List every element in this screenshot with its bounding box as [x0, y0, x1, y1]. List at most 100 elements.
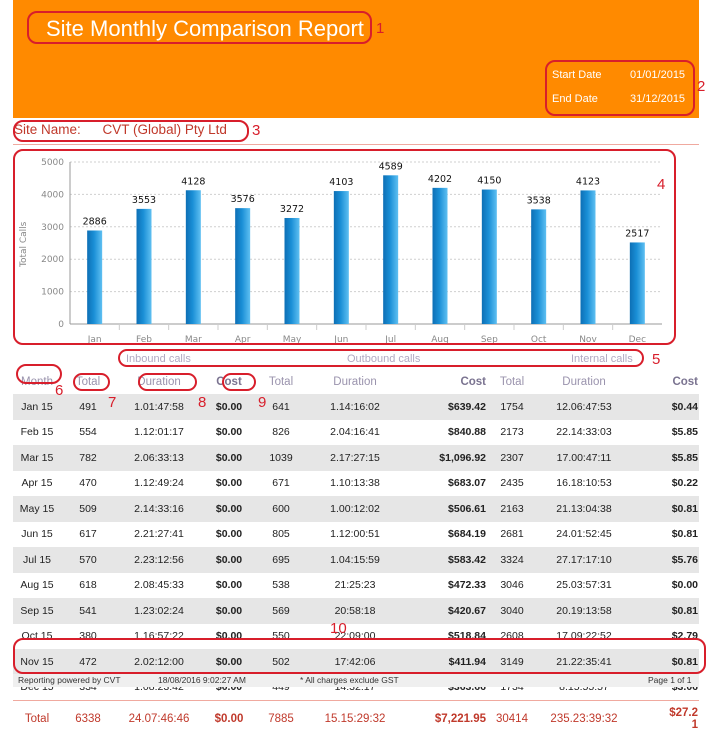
table-cell: 1.12:00:51 [307, 522, 403, 548]
table-cell: 20:58:18 [307, 598, 403, 624]
total-cell: 235.23:39:32 [537, 701, 631, 737]
table-cell: $0.81 [631, 496, 699, 522]
table-cell: 16.18:10:53 [537, 471, 631, 497]
table-cell: 2307 [487, 445, 537, 471]
table-cell: Jul 15 [13, 547, 61, 573]
table-cell: $1,096.92 [403, 445, 487, 471]
table-cell: $583.42 [403, 547, 487, 573]
annotation-number: 4 [657, 176, 665, 193]
table-cell: $0.00 [203, 420, 255, 446]
table-cell: 3046 [487, 573, 537, 599]
table-cell: 1.04:15:59 [307, 547, 403, 573]
table-cell: Apr 15 [13, 471, 61, 497]
table-cell: 1.00:12:02 [307, 496, 403, 522]
annotation-box-5 [118, 349, 644, 367]
annotation-box-2 [545, 60, 695, 116]
table-cell: Aug 15 [13, 573, 61, 599]
table-cell: 2.17:27:15 [307, 445, 403, 471]
annotation-number: 8 [198, 394, 206, 411]
table-cell: 470 [61, 471, 115, 497]
table-cell: $0.00 [203, 598, 255, 624]
column-header: Total [255, 370, 307, 394]
total-cell: 15.15:29:32 [307, 701, 403, 737]
report-footer: Reporting powered by CVT 18/08/2016 9:02… [13, 674, 699, 687]
table-cell: 570 [61, 547, 115, 573]
annotation-box-7 [73, 373, 110, 391]
column-header: Cost [403, 370, 487, 394]
table-cell: Jan 15 [13, 394, 61, 420]
table-cell: 538 [255, 573, 307, 599]
table-cell: $5.85 [631, 420, 699, 446]
table-cell: 2.08:45:33 [115, 573, 203, 599]
table-cell: $0.81 [631, 522, 699, 548]
annotation-number: 3 [252, 122, 260, 139]
table-cell: $420.67 [403, 598, 487, 624]
table-cell: 2.06:33:13 [115, 445, 203, 471]
table-cell: 695 [255, 547, 307, 573]
table-cell: 21.13:04:38 [537, 496, 631, 522]
annotation-number: 5 [652, 351, 660, 368]
table-cell: 21:25:23 [307, 573, 403, 599]
annotation-number: 7 [108, 394, 116, 411]
footer-powered-by: Reporting powered by CVT [18, 675, 121, 685]
annotation-box-8 [138, 373, 197, 391]
column-header: Duration [307, 370, 403, 394]
annotation-box-4 [13, 149, 676, 345]
table-cell: $0.00 [203, 496, 255, 522]
annotation-number: 1 [376, 20, 384, 37]
table-cell: Sep 15 [13, 598, 61, 624]
annotation-box-1 [27, 11, 372, 44]
table-cell: May 15 [13, 496, 61, 522]
table-cell: 618 [61, 573, 115, 599]
table-cell: 491 [61, 394, 115, 420]
total-cell: 6338 [61, 701, 115, 737]
total-cell: $7,221.95 [403, 701, 487, 737]
footer-printed-date: 18/08/2016 9:02:27 AM [158, 675, 246, 685]
table-cell: 25.03:57:31 [537, 573, 631, 599]
table-cell: 3324 [487, 547, 537, 573]
table-cell: 1754 [487, 394, 537, 420]
table-cell: Feb 15 [13, 420, 61, 446]
column-header: Duration [537, 370, 631, 394]
table-cell: 1.12:49:24 [115, 471, 203, 497]
total-cell: $27.2 1 [631, 701, 699, 737]
table-cell: $5.85 [631, 445, 699, 471]
table-cell: 2.04:16:41 [307, 420, 403, 446]
table-cell: 617 [61, 522, 115, 548]
footer-gst-note: * All charges exclude GST [300, 675, 399, 685]
table-cell: $0.00 [203, 394, 255, 420]
column-header: Total [487, 370, 537, 394]
table-cell: $472.33 [403, 573, 487, 599]
table-cell: 826 [255, 420, 307, 446]
table-cell: 20.19:13:58 [537, 598, 631, 624]
table-cell: 782 [61, 445, 115, 471]
table-cell: $840.88 [403, 420, 487, 446]
table-cell: $5.76 [631, 547, 699, 573]
table-cell: 600 [255, 496, 307, 522]
table-cell: $0.22 [631, 471, 699, 497]
annotation-box-10 [13, 638, 706, 674]
total-cell: 7885 [255, 701, 307, 737]
table-cell: 1.23:02:24 [115, 598, 203, 624]
table-cell: 541 [61, 598, 115, 624]
table-cell: 1039 [255, 445, 307, 471]
annotation-number: 2 [697, 78, 705, 95]
table-cell: $0.81 [631, 598, 699, 624]
table-cell: 2163 [487, 496, 537, 522]
table-cell: 554 [61, 420, 115, 446]
table-cell: 2.14:33:16 [115, 496, 203, 522]
table-cell: 1.10:13:38 [307, 471, 403, 497]
table-cell: $0.00 [203, 445, 255, 471]
table-cell: $0.00 [203, 522, 255, 548]
table-cell: 509 [61, 496, 115, 522]
total-cell: Total [13, 701, 61, 737]
annotation-box-9 [222, 373, 256, 391]
